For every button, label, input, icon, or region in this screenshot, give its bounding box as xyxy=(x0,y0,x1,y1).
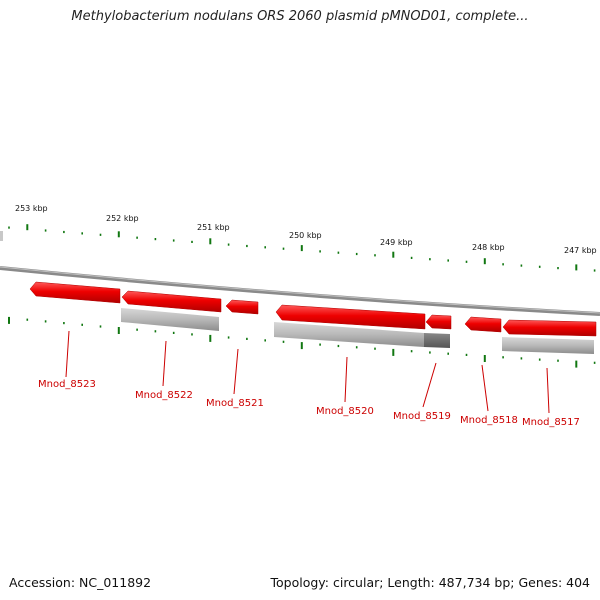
leader-line xyxy=(546,367,550,414)
gene-label-mnod-8522[interactable]: Mnod_8522 xyxy=(135,390,193,401)
gene-label-mnod-8518[interactable]: Mnod_8518 xyxy=(460,415,518,426)
gene-labels: Mnod_8523 Mnod_8522 Mnod_8521 Mnod_8520 … xyxy=(38,379,580,428)
kbp-labels: 253 kbp 252 kbp 251 kbp 250 kbp 249 kbp … xyxy=(15,204,597,255)
feature-bar[interactable] xyxy=(502,337,594,354)
plasmid-backbone xyxy=(0,266,600,316)
leader-line xyxy=(162,340,167,387)
kbp-label: 253 kbp xyxy=(15,204,48,213)
feature-track xyxy=(121,308,594,354)
kbp-label: 250 kbp xyxy=(289,231,322,240)
gene-arrow-mnod-8520[interactable] xyxy=(275,304,426,330)
gene-arrow-mnod-8519[interactable] xyxy=(425,314,452,330)
topology-stats: Topology: circular; Length: 487,734 bp; … xyxy=(270,575,591,590)
kbp-label: 249 kbp xyxy=(380,238,413,247)
backbone-highlight xyxy=(0,266,600,314)
leader-line xyxy=(65,330,70,378)
gene-label-mnod-8517[interactable]: Mnod_8517 xyxy=(522,417,580,428)
gene-label-mnod-8523[interactable]: Mnod_8523 xyxy=(38,379,96,390)
kbp-label: 252 kbp xyxy=(106,214,139,223)
kbp-label: 247 kbp xyxy=(564,246,597,255)
feature-bar-dark[interactable] xyxy=(424,333,450,348)
label-leader-lines xyxy=(65,330,550,414)
gene-arrow-mnod-8518[interactable] xyxy=(464,316,502,333)
leader-line xyxy=(481,364,489,412)
map-title: Methylobacterium nodulans ORS 2060 plasm… xyxy=(71,9,529,24)
gene-arrow-mnod-8523[interactable] xyxy=(29,281,121,304)
leader-line xyxy=(233,348,239,395)
gene-label-mnod-8519[interactable]: Mnod_8519 xyxy=(393,411,451,422)
leader-line xyxy=(422,362,437,408)
inner-ruler-ticks xyxy=(8,316,596,368)
gene-track xyxy=(29,281,597,337)
kbp-label: 251 kbp xyxy=(197,223,230,232)
gene-label-mnod-8521[interactable]: Mnod_8521 xyxy=(206,398,264,409)
feature-bar[interactable] xyxy=(274,322,424,347)
gene-arrow-mnod-8521[interactable] xyxy=(225,299,259,315)
gene-arrow-mnod-8522[interactable] xyxy=(121,290,222,313)
outer-ruler-ticks xyxy=(8,224,596,272)
feature-fragment xyxy=(0,231,3,241)
feature-bar[interactable] xyxy=(121,308,219,331)
accession-label: Accession: NC_011892 xyxy=(9,575,152,590)
leader-line xyxy=(344,356,348,403)
gene-label-mnod-8520[interactable]: Mnod_8520 xyxy=(316,406,374,417)
gene-arrow-mnod-8517[interactable] xyxy=(502,319,597,337)
kbp-label: 248 kbp xyxy=(472,243,505,252)
